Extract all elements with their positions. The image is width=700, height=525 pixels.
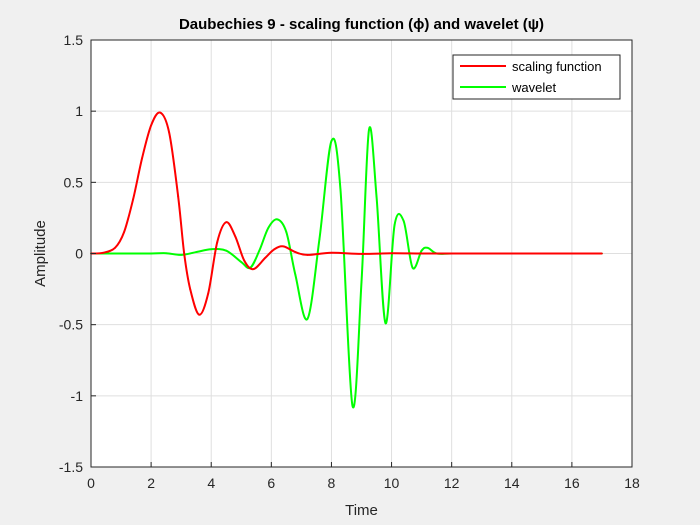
y-tick-label: -1.5 [59, 459, 83, 475]
legend-label-scaling-function: scaling function [512, 59, 602, 74]
data-point [294, 273, 297, 276]
x-tick-label: 14 [504, 475, 520, 491]
data-point [234, 235, 237, 238]
data-point [243, 259, 246, 262]
data-point [339, 188, 342, 191]
data-point [330, 251, 333, 254]
x-tick-label: 16 [564, 475, 580, 491]
series-points-scaling-function [90, 111, 603, 316]
x-axis-title: Time [345, 502, 378, 519]
data-point [360, 281, 363, 283]
data-point [120, 252, 122, 255]
data-point [282, 245, 285, 248]
data-point [177, 195, 180, 198]
series-layer [90, 111, 603, 409]
data-point [351, 404, 354, 407]
legend-box [452, 54, 621, 100]
data-point [207, 292, 210, 295]
data-point [150, 124, 153, 127]
y-tick-label: 1.5 [64, 32, 84, 48]
data-point [411, 266, 414, 269]
data-point [114, 246, 116, 249]
data-point [393, 224, 396, 226]
data-point [195, 251, 198, 253]
data-point [330, 140, 333, 142]
data-point [480, 252, 483, 255]
series-line-scaling-function [90, 111, 602, 316]
data-point [264, 256, 267, 259]
data-point [225, 221, 228, 224]
data-point [240, 261, 243, 263]
data-point [141, 157, 143, 160]
data-point [252, 268, 255, 271]
data-point [198, 313, 201, 316]
y-tick-label: -0.5 [59, 317, 83, 333]
chart-title: Daubechies 9 - scaling function (ϕ) and … [179, 16, 544, 33]
x-tick-label: 0 [87, 475, 95, 491]
data-point [132, 198, 134, 201]
legend-label-wavelet: wavelet [511, 80, 556, 95]
x-tick-label: 2 [147, 475, 155, 491]
y-tick-label: 0.5 [64, 174, 84, 190]
data-point [216, 241, 219, 244]
data-point [368, 128, 370, 131]
data-point [294, 251, 297, 253]
legend: scaling function wavelet [452, 54, 621, 100]
data-point [450, 252, 453, 255]
data-point [510, 252, 513, 255]
data-point [189, 288, 192, 290]
x-tick-label: 10 [384, 475, 400, 491]
data-point [210, 248, 213, 251]
data-point [384, 322, 387, 325]
data-point [540, 252, 543, 255]
x-tick-label: 8 [328, 475, 336, 491]
data-point [426, 246, 429, 249]
y-tick-label: 0 [75, 246, 83, 262]
data-point [168, 131, 171, 134]
data-point [375, 195, 378, 198]
x-tick-label: 6 [267, 475, 275, 491]
ticks: 0 2 4 6 8 10 12 14 16 18 -1.5 -1 -0.5 0 0.5 1 1.5 [59, 32, 640, 491]
data-point [258, 249, 261, 252]
x-tick-label: 12 [444, 475, 460, 491]
data-point [402, 219, 405, 222]
data-point [285, 231, 288, 234]
data-point [306, 318, 309, 320]
data-point [273, 248, 276, 251]
data-point [306, 254, 309, 256]
data-point [420, 249, 423, 252]
data-point [180, 254, 183, 256]
x-tick-label: 4 [207, 475, 215, 491]
data-point [276, 218, 279, 221]
data-point [318, 238, 321, 241]
y-tick-label: -1 [71, 388, 84, 404]
data-point [360, 253, 363, 255]
y-tick-label: 1 [75, 103, 83, 119]
data-point [601, 252, 603, 255]
data-point [420, 252, 423, 255]
data-point [183, 252, 186, 255]
x-tick-label: 18 [624, 475, 640, 491]
data-point [159, 111, 162, 114]
data-point [165, 252, 168, 255]
data-point [225, 249, 228, 252]
data-point [102, 251, 104, 254]
data-point [390, 252, 393, 255]
y-axis-title: Amplitude [32, 220, 49, 287]
data-point [150, 252, 153, 255]
data-point [267, 226, 270, 229]
data-point [123, 231, 125, 234]
data-point [570, 252, 573, 255]
